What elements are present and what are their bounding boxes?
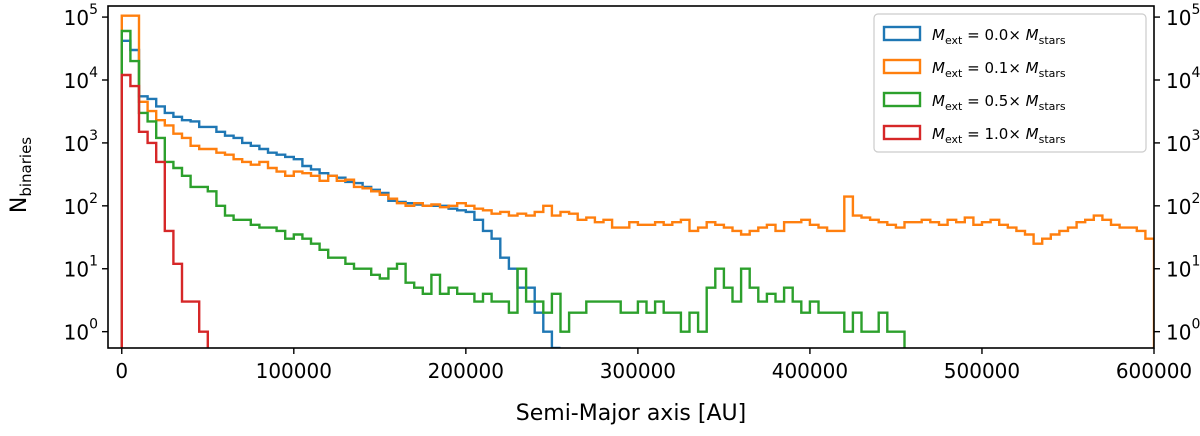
x-tick-label: 300000: [600, 359, 676, 383]
y-tick-label-right: 105: [1166, 2, 1200, 30]
series-3-histogram: [120, 73, 209, 348]
y-tick-label-right: 101: [1166, 254, 1200, 282]
y-tick-label-right: 100: [1166, 317, 1200, 345]
y-tick-label-right: 104: [1166, 65, 1200, 93]
legend-swatch: [882, 124, 922, 141]
x-tick-label: 0: [115, 359, 128, 383]
y-axis-title-main: N: [7, 197, 32, 213]
plot-frame: [107, 5, 1155, 349]
legend-swatch: [882, 58, 922, 75]
x-axis-title: Semi-Major axis [AU]: [516, 401, 746, 426]
series-2-histogram: [120, 29, 906, 348]
legend-entry-label: Mext = 0.0× Mstars: [932, 26, 1066, 47]
legend-entry-label: Mext = 1.0× Mstars: [932, 125, 1066, 146]
y-tick-label-right: 103: [1166, 128, 1200, 156]
y-tick-label-left: 101: [64, 254, 98, 282]
x-tick-label: 500000: [944, 359, 1020, 383]
x-tick-label: 600000: [1116, 359, 1192, 383]
legend-swatch: [882, 91, 922, 108]
x-tick-label: 100000: [256, 359, 332, 383]
y-axis-title: Nbinaries: [7, 137, 35, 213]
axis-ticks: 0 100000 200000 300000 400000 500000 600000 100…: [64, 2, 1200, 383]
x-tick-label: 200000: [428, 359, 504, 383]
y-axis-title-sub: binaries: [17, 137, 35, 197]
y-tick-label-left: 100: [64, 317, 98, 345]
x-tick-label: 400000: [772, 359, 848, 383]
y-tick-label-right: 102: [1166, 191, 1200, 219]
legend: Mext = 0.0× Mstars Mext = 0.1× Mstars Mext…: [873, 13, 1147, 153]
y-tick-label-left: 105: [64, 2, 98, 30]
series-1-histogram: [120, 14, 1154, 348]
legend-box: [873, 13, 1147, 153]
y-tick-label-left: 102: [64, 191, 98, 219]
series-layer: [120, 14, 1154, 348]
legend-entry-label: Mext = 0.1× Mstars: [932, 59, 1066, 80]
y-tick-label-left: 104: [64, 65, 98, 93]
legend-swatch: [882, 25, 922, 42]
legend-entry-label: Mext = 0.5× Mstars: [932, 92, 1066, 113]
y-tick-label-left: 103: [64, 128, 98, 156]
